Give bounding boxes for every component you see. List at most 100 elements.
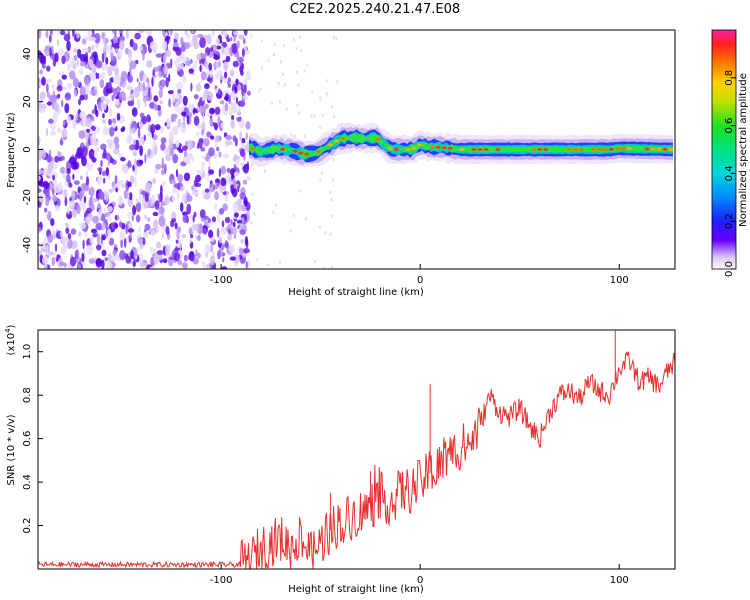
noise-blob (67, 233, 72, 240)
noise-blob (50, 95, 57, 104)
noise-blob (174, 58, 180, 67)
noise-blob (72, 173, 75, 180)
noise-blob (219, 236, 222, 244)
noise-blob (193, 94, 199, 100)
noise-blob (230, 69, 235, 77)
ridge-peak (483, 148, 489, 151)
noise-blob (226, 167, 231, 173)
noise-blob (236, 50, 240, 61)
noise-blob (83, 195, 87, 204)
noise-blob (178, 69, 184, 77)
noise-blob (121, 165, 129, 173)
noise-blob (239, 100, 246, 107)
noise-blob (137, 247, 140, 253)
noise-blob (129, 192, 133, 201)
noise-blob (95, 189, 100, 201)
noise-blob (150, 229, 156, 236)
noise-blob (60, 246, 67, 255)
noise-speckle (251, 163, 254, 167)
noise-blob (101, 222, 106, 231)
noise-speckle (278, 100, 281, 104)
noise-blob (134, 158, 137, 170)
noise-blob (116, 85, 120, 94)
noise-blob (182, 214, 188, 223)
noise-blob (61, 128, 68, 139)
noise-blob (101, 234, 106, 241)
noise-blob (42, 168, 50, 176)
noise-blob (154, 124, 161, 131)
noise-blob (175, 239, 179, 244)
noise-blob (48, 34, 52, 43)
noise-blob (105, 127, 111, 135)
noise-blob (123, 96, 126, 102)
noise-blob (138, 159, 144, 165)
noise-blob (207, 217, 211, 224)
noise-blob (52, 163, 58, 170)
noise-blob (123, 238, 127, 248)
noise-blob (46, 155, 53, 163)
noise-blob (87, 46, 92, 54)
noise-blob (91, 109, 95, 115)
noise-blob (66, 115, 72, 125)
noise-blob (112, 90, 118, 98)
noise-blob (227, 233, 233, 241)
ridge-peak (459, 148, 465, 151)
noise-blob (209, 255, 216, 266)
noise-blob (236, 40, 240, 49)
noise-blob (216, 146, 220, 152)
noise-blob (45, 197, 50, 207)
noise-blob (65, 227, 70, 234)
noise-blob (56, 85, 63, 92)
noise-blob (92, 30, 95, 34)
noise-blob (143, 231, 150, 238)
noise-blob (238, 56, 244, 63)
noise-blob (100, 101, 107, 111)
noise-blob (74, 153, 78, 162)
noise-blob (135, 198, 139, 204)
noise-blob (169, 30, 173, 36)
noise-blob (173, 183, 179, 189)
noise-speckle (299, 35, 302, 39)
noise-blob (162, 180, 166, 187)
noise-blob (225, 174, 232, 185)
noise-blob (161, 157, 164, 168)
noise-blob (158, 70, 163, 78)
noise-speckle (259, 87, 262, 91)
colorbar-tick-label: 0.8 (724, 70, 735, 86)
noise-blob (239, 161, 245, 167)
noise-blob (157, 254, 164, 261)
noise-blob (152, 178, 157, 184)
noise-blob (196, 223, 199, 234)
noise-blob (87, 135, 91, 147)
noise-blob (92, 51, 98, 58)
ridge-peak (435, 145, 441, 149)
noise-blob (208, 62, 212, 71)
noise-blob (242, 248, 250, 254)
noise-blob (189, 238, 192, 244)
noise-blob (183, 114, 186, 123)
noise-speckle (325, 79, 328, 83)
noise-blob (41, 76, 46, 86)
noise-blob (114, 243, 118, 248)
noise-blob (203, 138, 210, 147)
colorbar-tick-label: 0.0 (724, 261, 735, 277)
noise-blob (215, 37, 220, 45)
noise-blob (113, 42, 120, 50)
noise-blob (140, 190, 147, 195)
noise-blob (79, 190, 83, 202)
noise-blob (41, 64, 46, 69)
ridge-peak (578, 148, 584, 151)
noise-speckle (330, 198, 333, 202)
noise-blob (38, 188, 42, 193)
noise-blob (231, 102, 237, 113)
ridge-peak (340, 137, 346, 140)
noise-speckle (285, 107, 288, 111)
noise-blob (223, 30, 228, 38)
noise-blob (40, 54, 46, 65)
noise-blob (54, 205, 61, 212)
ridge-peak (411, 146, 417, 150)
noise-blob (62, 119, 66, 126)
noise-blob (38, 30, 42, 39)
noise-blob (152, 211, 159, 217)
noise-blob (106, 139, 110, 144)
